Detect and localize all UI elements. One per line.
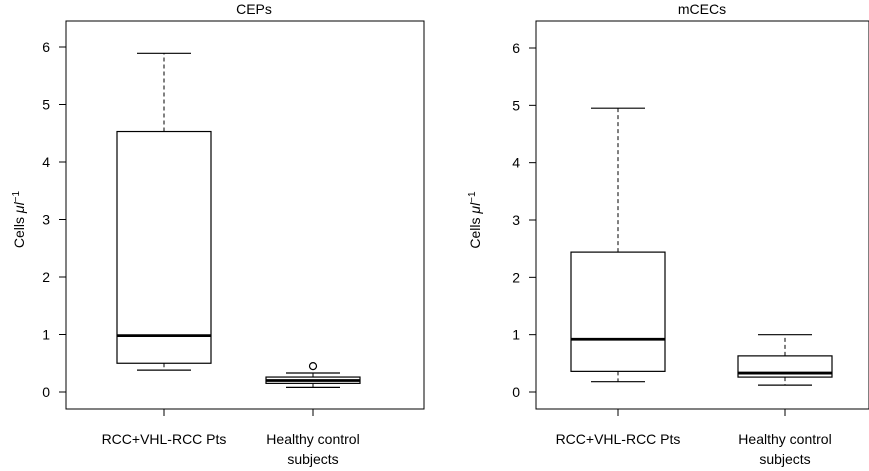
y-tick-label: 1 bbox=[42, 327, 50, 343]
box-2 bbox=[265, 362, 361, 388]
x-tick-label: subjects bbox=[287, 451, 338, 467]
box-iqr bbox=[570, 251, 666, 372]
y-axis-label-unit: μl bbox=[11, 201, 27, 214]
y-tick-label: 1 bbox=[512, 327, 520, 343]
y-tick-label: 5 bbox=[42, 97, 50, 113]
y-tick-label: 3 bbox=[512, 212, 520, 228]
y-axis-label-exponent: −1 bbox=[467, 191, 478, 203]
plot-frame bbox=[535, 20, 869, 410]
chart-panel-1: CEPs 0 1 2 3 4 5 6 Cells μl−1 RCC+VHL-RCC Pts Heal… bbox=[11, 1, 425, 467]
x-tick-label: Healthy control bbox=[738, 431, 831, 447]
outlier-point bbox=[308, 362, 318, 371]
y-tick-label: 4 bbox=[42, 154, 50, 170]
y-axis-label-unit: μl bbox=[467, 202, 483, 215]
chart-title: CEPs bbox=[236, 1, 272, 17]
y-tick-label: 2 bbox=[42, 269, 50, 285]
y-axis-label-text: Cells bbox=[11, 213, 27, 248]
y-tick-label: 2 bbox=[512, 269, 520, 285]
y-tick-label: 5 bbox=[512, 97, 520, 113]
x-tick-label: Healthy control bbox=[266, 431, 359, 447]
x-tick-label: subjects bbox=[759, 451, 810, 467]
x-tick-label: RCC+VHL-RCC Pts bbox=[102, 431, 227, 447]
y-axis-label: Cells μl−1 bbox=[467, 191, 483, 249]
y-axis-label-text: Cells bbox=[467, 214, 483, 249]
y-tick-label: 0 bbox=[42, 384, 50, 400]
y-tick-label: 6 bbox=[512, 40, 520, 56]
x-tick-label: RCC+VHL-RCC Pts bbox=[556, 431, 681, 447]
chart-title: mCECs bbox=[678, 1, 726, 17]
box-2 bbox=[737, 334, 833, 386]
plot-frame bbox=[65, 20, 425, 410]
y-tick-label: 6 bbox=[42, 39, 50, 55]
y-tick-label: 4 bbox=[512, 155, 520, 171]
y-axis-label-exponent: −1 bbox=[11, 190, 22, 202]
chart-panel-2: mCECs 0 1 2 3 4 5 6 Cells μl−1 RCC+VHL-RCC Pts Hea… bbox=[467, 1, 869, 467]
y-tick-label: 0 bbox=[512, 384, 520, 400]
box-1 bbox=[570, 107, 666, 383]
box-1 bbox=[116, 52, 212, 371]
box-iqr bbox=[116, 130, 212, 364]
y-tick-label: 3 bbox=[42, 212, 50, 228]
y-axis-label: Cells μl−1 bbox=[11, 190, 27, 248]
